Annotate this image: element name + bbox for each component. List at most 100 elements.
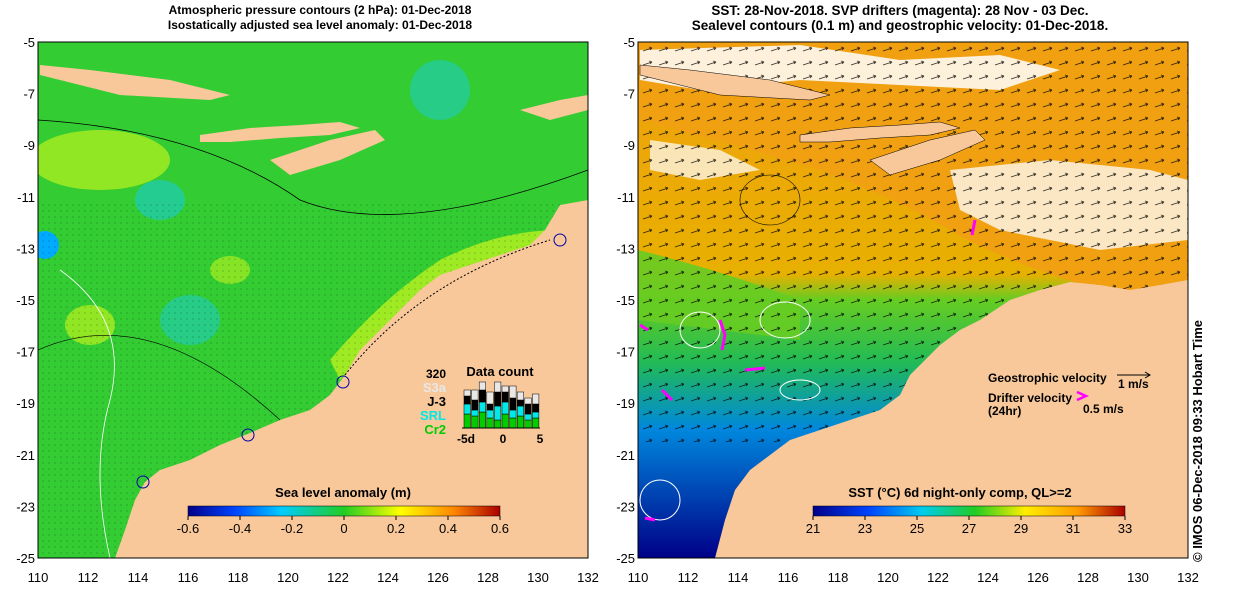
data-count-bar-segment [478, 389, 486, 403]
data-count-bar-segment [524, 419, 532, 429]
drifter-velocity-label: Drifter velocity [988, 391, 1073, 405]
y-axis-tick-label: -7 [623, 87, 635, 102]
sst-colorbar-bar [812, 505, 1126, 517]
x-axis-tick-label: 120 [277, 570, 299, 585]
data-count-axis-label: 0 [500, 432, 507, 446]
pressure-contour [38, 119, 588, 215]
data-count-bar-segment [516, 415, 524, 429]
lesser-sunda-islands [200, 122, 360, 142]
sst-colorbar: SST (°C) 6d night-only comp, QL>=2 21 23 2… [806, 485, 1132, 536]
data-count-bar-segment [463, 413, 471, 429]
svp-drifter-track [660, 388, 674, 402]
svp-drifter-track [744, 366, 766, 372]
y-axis-tick-label: -9 [623, 138, 635, 153]
colorbar-tick-label: 27 [962, 521, 976, 536]
java-island [40, 65, 230, 100]
data-count-max: 320 [426, 367, 446, 381]
imos-credit: © IMOS 06-Dec-2018 09:33 Hobart Time [1190, 320, 1205, 562]
data-count-bar-segment [501, 401, 509, 415]
y-axis-tick-label: -23 [16, 499, 35, 514]
satellite-label: SRL [420, 408, 446, 423]
geostrophic-velocity-scale: 1 m/s [1118, 377, 1149, 391]
x-axis-tick-label: 112 [678, 570, 699, 585]
geostrophic-scale-arrowhead [1144, 371, 1151, 379]
sla-low-anomaly [410, 60, 470, 120]
colorbar-tick-label: 31 [1066, 521, 1080, 536]
y-axis-tick-label: -7 [23, 87, 35, 102]
y-axis-tick-label: -25 [616, 551, 635, 566]
colorbar-tick-label: 0.2 [387, 521, 405, 536]
x-axis-tick-label: 124 [977, 570, 999, 585]
data-count-bar-segment [463, 389, 471, 397]
tide-gauge-marker [553, 233, 567, 247]
right-title-line-2: Sealevel contours (0.1 m) and geostrophi… [691, 18, 1109, 33]
drifter-velocity-scale: 0.5 m/s [1083, 402, 1124, 416]
colorbar-tick-label: 0 [340, 521, 347, 536]
right-title-line-1: SST: 28-Nov-2018. SVP drifters (magenta)… [711, 3, 1089, 18]
sla-colorbar-label: Sea level anomaly (m) [275, 485, 411, 500]
data-count-axis-label: 5 [537, 432, 544, 446]
x-axis-tick-label: 118 [228, 570, 249, 585]
sea-level-contour [639, 479, 681, 521]
data-count-bar-segment [501, 391, 509, 403]
data-count-bar-segment [463, 395, 471, 405]
colorbar-tick-label: 0.6 [491, 521, 509, 536]
sla-high-anomaly [38, 130, 170, 190]
drifter-scale-arrow [1076, 390, 1090, 402]
y-axis-tick-label: -15 [16, 293, 35, 308]
data-count-bar-segment [516, 405, 524, 417]
left-map-title: Atmospheric pressure contours (2 hPa): 0… [100, 3, 540, 33]
right-map [638, 42, 1188, 558]
y-axis-tick-label: -5 [623, 35, 635, 50]
tide-gauge-marker [136, 475, 150, 489]
island-east [520, 95, 588, 120]
x-axis-tick-label: 116 [778, 570, 799, 585]
data-count-bar-segment [471, 409, 479, 417]
y-axis-tick-label: -5 [23, 35, 35, 50]
x-axis-tick-label: 132 [577, 570, 599, 585]
x-axis-tick-label: 122 [327, 570, 349, 585]
x-axis-tick-label: 132 [1177, 570, 1199, 585]
y-axis-tick-label: -21 [16, 448, 35, 463]
svp-drifter-track [639, 323, 649, 332]
x-axis-tick-label: 114 [128, 570, 149, 585]
colorbar-tick-label: 21 [806, 521, 820, 536]
x-axis-tick-label: 126 [1027, 570, 1049, 585]
data-count-bar-segment [486, 417, 494, 429]
data-count-bar-segment [486, 391, 494, 405]
colorbar-tick-label: 23 [858, 521, 872, 536]
y-axis-tick-label: -19 [616, 396, 635, 411]
sea-level-contour [759, 301, 811, 339]
y-axis-tick-label: -19 [16, 396, 35, 411]
data-count-bar-segment [532, 417, 540, 429]
svp-drifter-track [718, 319, 727, 351]
x-axis-tick-label: 130 [527, 570, 549, 585]
satellite-label: S3a [423, 380, 447, 395]
shelf-contour [344, 239, 551, 376]
data-count-bar-segment [509, 409, 517, 419]
x-axis-tick-label: 124 [377, 570, 399, 585]
y-axis-tick-label: -17 [616, 345, 635, 360]
data-count-bar-segment [524, 397, 532, 405]
svp-drifter-track [970, 219, 977, 236]
colorbar-tick-label: -0.6 [177, 521, 199, 536]
sea-level-contour [739, 174, 801, 226]
data-count-bar-segment [509, 397, 517, 411]
data-count-bar-segment [516, 391, 524, 401]
colorbar-tick-label: -0.4 [229, 521, 251, 536]
sea-level-contour [779, 379, 821, 401]
data-count-bar-segment [471, 399, 479, 411]
y-axis-tick-label: -17 [16, 345, 35, 360]
satellite-label: Cr2 [424, 422, 446, 437]
x-axis-tick-label: 110 [28, 570, 49, 585]
satellite-label: J-3 [427, 394, 446, 409]
timor-island [270, 130, 385, 175]
data-count-bar-segment [463, 403, 471, 415]
left-title-line-1: Atmospheric pressure contours (2 hPa): 0… [168, 3, 472, 17]
y-axis-tick-label: -23 [616, 499, 635, 514]
data-count-axis-label: -5d [457, 432, 475, 446]
geostrophic-velocity-label: Geostrophic velocity [988, 371, 1107, 385]
data-count-bar-segment [494, 381, 502, 393]
